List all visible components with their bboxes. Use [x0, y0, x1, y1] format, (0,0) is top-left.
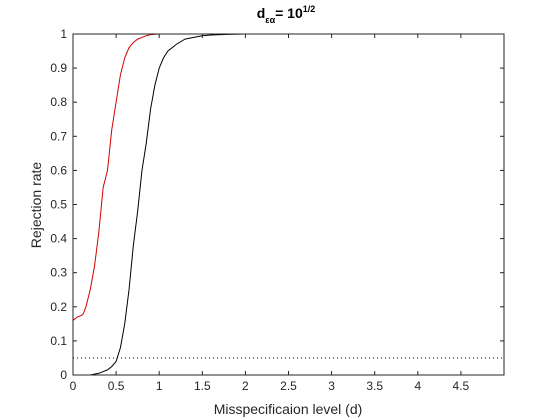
x-tick-label: 2.5	[280, 379, 297, 393]
y-tick-label: 0.8	[50, 95, 67, 109]
title-base: d	[257, 5, 266, 21]
axes-layer: 0 0.5 1 1.5 2 2.5 3 3.5 4 4.5 0 0.1 0.2 0.3 0.4 0.5 0.6 0…	[50, 27, 505, 393]
x-tick-label: 0	[70, 379, 77, 393]
x-tick-label: 1	[156, 379, 163, 393]
x-tick-label: 2	[242, 379, 249, 393]
y-tick-label: 1	[60, 27, 67, 41]
y-tick-label: 0.3	[50, 266, 67, 280]
x-tick-label: 1.5	[194, 379, 211, 393]
y-tick-label: 0	[60, 368, 67, 382]
x-axis-label: Misspecificaion level (d)	[214, 401, 363, 417]
x-tick-label: 4	[414, 379, 421, 393]
y-tick-label: 0.2	[50, 300, 67, 314]
title-subscript: εα	[265, 15, 275, 25]
series-line-2	[73, 33, 504, 376]
x-tick-label: 4.5	[453, 379, 470, 393]
plot-background	[73, 34, 504, 375]
y-tick-label: 0.1	[50, 334, 67, 348]
plot-area	[73, 34, 504, 375]
y-axis-label: Rejection rate	[28, 162, 44, 249]
y-tick-label: 0.4	[50, 232, 67, 246]
y-tick-label: 0.7	[50, 129, 67, 143]
x-tick-label: 3	[328, 379, 335, 393]
chart-title: dεα= 101/2	[257, 4, 316, 25]
y-tick-label: 0.5	[50, 198, 67, 212]
x-tick-label: 0.5	[108, 379, 125, 393]
title-middle: = 10	[275, 5, 303, 21]
x-tick-label: 3.5	[366, 379, 383, 393]
y-tick-label: 0.9	[50, 61, 67, 75]
y-tick-label: 0.6	[50, 163, 67, 177]
title-superscript: 1/2	[303, 4, 316, 14]
